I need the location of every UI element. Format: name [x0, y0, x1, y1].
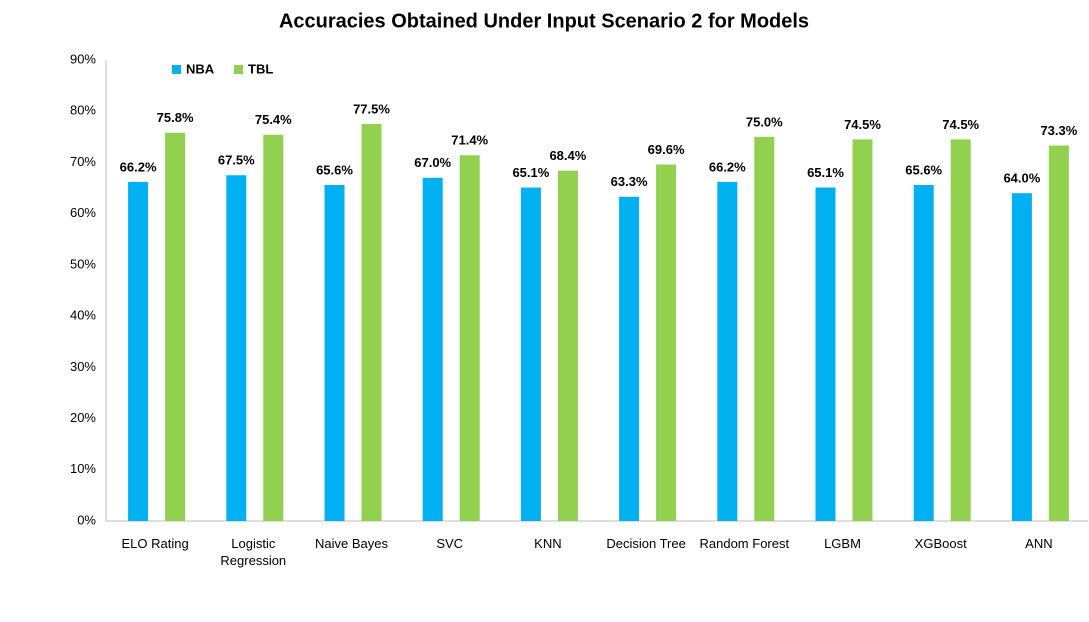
x-tick-label: ELO Rating: [121, 536, 189, 551]
bar: [950, 139, 971, 521]
bar: [128, 181, 149, 522]
bar: [459, 155, 480, 522]
y-tick-label: 70%: [70, 154, 96, 169]
data-label: 66.2%: [120, 159, 157, 174]
x-tick-label: Naive Bayes: [315, 536, 388, 551]
data-label: 65.1%: [512, 165, 549, 180]
x-tick-label: Random Forest: [699, 536, 790, 551]
data-label: 69.6%: [648, 142, 685, 157]
x-tick-label: Logistic Regression: [220, 536, 287, 568]
legend-swatch: [172, 65, 181, 74]
data-label: 66.2%: [709, 159, 746, 174]
x-tick-label: ANN: [1025, 536, 1053, 551]
bar: [165, 132, 186, 522]
data-label: 65.1%: [807, 165, 844, 180]
bar: [815, 187, 836, 521]
bar: [852, 139, 873, 521]
y-tick-label: 90%: [70, 51, 96, 66]
legend-swatch: [234, 65, 243, 74]
x-tick-label: Decision Tree: [606, 536, 686, 551]
y-tick-label: 10%: [70, 461, 96, 476]
bar: [1011, 193, 1032, 521]
chart-title: Accuracies Obtained Under Input Scenario…: [279, 10, 809, 32]
y-tick-label: 30%: [70, 359, 96, 374]
data-label: 67.5%: [218, 153, 255, 168]
data-label: 65.6%: [316, 162, 353, 177]
bar: [520, 187, 541, 521]
data-label: 74.5%: [942, 117, 979, 132]
y-tick-label: 0%: [77, 512, 96, 527]
bar: [324, 184, 345, 521]
bar: [1048, 145, 1069, 521]
bar: [361, 124, 382, 522]
legend-label: NBA: [186, 61, 215, 76]
y-tick-label: 50%: [70, 256, 96, 271]
bar: [913, 184, 934, 521]
x-tick-label: LGBM: [824, 536, 861, 551]
data-label: 71.4%: [451, 133, 488, 148]
data-label: 75.4%: [255, 112, 292, 127]
data-label: 68.4%: [549, 148, 586, 163]
bar: [226, 175, 247, 521]
data-label: 67.0%: [414, 155, 451, 170]
bar: [656, 164, 677, 521]
bar: [717, 181, 738, 522]
bar: [754, 136, 775, 522]
bar: [557, 170, 578, 521]
data-label: 77.5%: [353, 101, 390, 116]
data-label: 65.6%: [905, 162, 942, 177]
y-tick-label: 60%: [70, 205, 96, 220]
data-label: 75.0%: [746, 114, 783, 129]
data-label: 73.3%: [1040, 123, 1077, 138]
bar: [422, 177, 443, 522]
data-label: 64.0%: [1003, 171, 1040, 186]
bar: [619, 196, 640, 521]
data-label: 74.5%: [844, 117, 881, 132]
y-tick-label: 40%: [70, 308, 96, 323]
y-tick-label: 80%: [70, 103, 96, 118]
x-tick-label: XGBoost: [914, 536, 967, 551]
bar: [263, 134, 284, 522]
x-tick-label: KNN: [534, 536, 562, 551]
x-tick-label: SVC: [436, 536, 464, 551]
data-label: 63.3%: [611, 174, 648, 189]
legend-label: TBL: [248, 61, 273, 76]
y-tick-label: 20%: [70, 410, 96, 425]
data-label: 75.8%: [157, 110, 194, 125]
